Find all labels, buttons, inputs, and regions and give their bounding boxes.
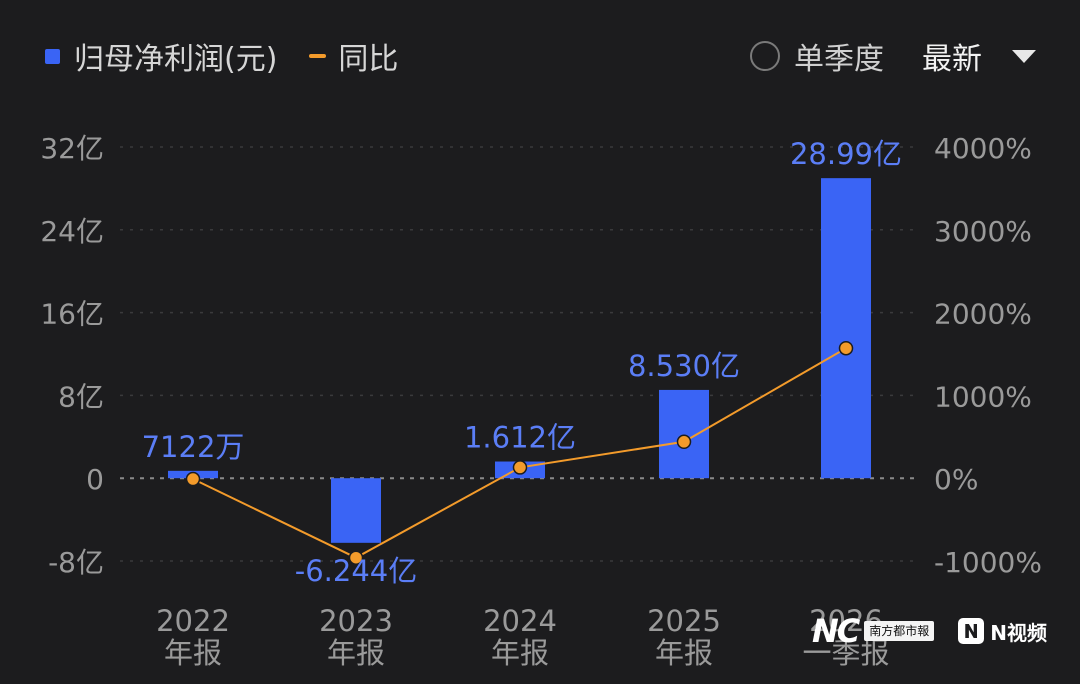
- x-tick-label-period: 年报: [327, 636, 385, 670]
- bar: [821, 178, 871, 479]
- y-left-tick-label: 16亿: [40, 298, 104, 331]
- legend-bar-label: 归母净利润(元): [74, 42, 278, 77]
- latest-dropdown[interactable]: 最新: [922, 34, 1036, 78]
- chevron-down-icon: [1012, 49, 1036, 63]
- bar-value-label: 28.99亿: [790, 137, 902, 171]
- yoy-point: [838, 340, 854, 356]
- x-tick-label-year: 2025: [647, 604, 721, 638]
- bar: [659, 389, 709, 479]
- y-right-tick-label: 0%: [934, 463, 978, 496]
- y-left-tick-label: 24亿: [40, 215, 104, 248]
- bar-value-label: 1.612亿: [464, 421, 576, 455]
- latest-label: 最新: [922, 42, 982, 77]
- y-right-tick-label: 4000%: [934, 132, 1032, 165]
- bar-value-label: 7122万: [142, 430, 245, 464]
- single-quarter-radio[interactable]: [750, 41, 780, 71]
- y-right-tick-label: 3000%: [934, 215, 1032, 248]
- x-tick-label-period: 一季报: [802, 636, 889, 670]
- yoy-point: [676, 434, 692, 450]
- watermark: NC 南方都市報 N视频: [812, 612, 1047, 650]
- n-video-icon: [958, 618, 985, 644]
- bar-value-label: -6.244亿: [295, 554, 418, 588]
- yoy-point: [185, 471, 201, 487]
- y-left-tick-label: 32亿: [40, 132, 104, 165]
- chart-controls: 单季度 最新: [750, 34, 1036, 78]
- legend-line-label: 同比: [338, 42, 399, 77]
- x-tick-label-period: 年报: [491, 636, 549, 670]
- y-right-tick-label: 2000%: [934, 298, 1032, 331]
- single-quarter-label[interactable]: 单季度: [794, 42, 884, 77]
- y-left-tick-label: 8亿: [58, 380, 104, 413]
- legend-line-swatch: [309, 54, 327, 58]
- watermark-brand: NC: [812, 612, 860, 650]
- y-right-tick-label: -1000%: [934, 546, 1042, 579]
- legend-bar-swatch: [45, 48, 60, 64]
- yoy-point: [348, 550, 364, 565]
- y-right-tick-label: 1000%: [934, 380, 1032, 413]
- bar-value-label: 8.530亿: [628, 349, 740, 383]
- x-tick-label-year: 2024: [483, 604, 557, 638]
- watermark-paper: 南方都市報: [864, 621, 935, 641]
- chart-legend: 归母净利润(元) 同比: [45, 34, 398, 78]
- x-tick-label-year: 2022: [156, 604, 230, 638]
- x-tick-label-year: 2023: [319, 604, 393, 638]
- x-tick-label-period: 年报: [655, 636, 713, 670]
- y-left-tick-label: -8亿: [48, 546, 104, 579]
- x-tick-label-period: 年报: [164, 636, 222, 670]
- yoy-point: [512, 460, 528, 475]
- y-left-tick-label: 0: [86, 463, 104, 496]
- watermark-video-label: N视频: [990, 620, 1048, 645]
- bar: [331, 478, 381, 543]
